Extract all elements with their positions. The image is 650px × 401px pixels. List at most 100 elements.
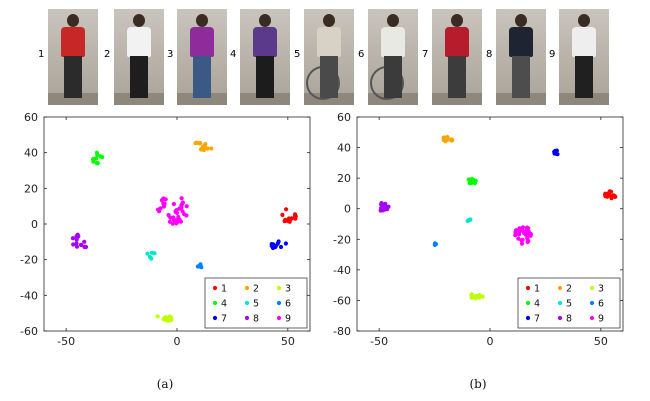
point-identity-7	[283, 241, 288, 246]
point-identity-1	[289, 216, 294, 221]
point-identity-9	[524, 225, 530, 230]
legend-label: 5	[253, 299, 259, 310]
point-identity-7	[269, 243, 274, 249]
identity-7: 7	[422, 9, 484, 105]
point-identity-1	[284, 207, 289, 212]
person-photo	[114, 9, 164, 105]
identity-2: 2	[104, 9, 166, 105]
point-identity-8	[71, 242, 76, 247]
point-identity-5	[147, 254, 153, 260]
point-identity-2	[449, 137, 454, 142]
legend-box	[517, 277, 621, 329]
y-tick-label: 60	[24, 111, 38, 124]
legend-label: 8	[253, 314, 259, 325]
legend-marker	[244, 285, 250, 291]
point-identity-1	[609, 196, 614, 201]
point-identity-9	[528, 233, 533, 238]
point-identity-1	[293, 216, 298, 221]
person-photo	[304, 9, 354, 105]
legend-label: 4	[221, 299, 227, 310]
identity-number: 3	[167, 49, 174, 60]
point-identity-9	[519, 241, 525, 246]
point-identity-2	[209, 146, 214, 151]
x-tick-label: 0	[487, 335, 494, 348]
person-photo	[48, 9, 98, 105]
point-identity-7	[278, 244, 284, 250]
point-identity-3	[167, 314, 172, 319]
legend: 1 2 3 4 5 6 7 8 9	[204, 277, 308, 329]
legend-label: 8	[566, 314, 572, 325]
person-photo	[240, 9, 290, 105]
person-photo	[368, 9, 418, 105]
x-tick-label: 50	[281, 335, 295, 348]
legend-marker	[589, 285, 595, 291]
legend-label: 9	[598, 314, 604, 325]
y-tick-label: -40	[333, 264, 351, 277]
point-identity-8	[74, 237, 79, 242]
y-tick-label: 60	[337, 111, 351, 124]
point-identity-1	[607, 189, 612, 194]
person-photo	[432, 9, 482, 105]
scatter-plot-b: -50 0 50 60 40 20 0 -20 -40 -60 -80 1 2 3 4 5 6 7 8 9 (b)	[333, 111, 624, 391]
point-identity-4	[94, 161, 99, 166]
point-clusters	[70, 140, 298, 323]
legend-marker	[557, 300, 563, 306]
legend-marker	[276, 285, 282, 291]
point-identity-9	[184, 204, 189, 209]
point-identity-7	[275, 241, 280, 246]
point-identity-8	[82, 244, 87, 249]
legend-marker	[557, 315, 563, 321]
x-tick-label: 50	[594, 335, 608, 348]
point-identity-9	[167, 219, 173, 224]
point-identity-9	[184, 213, 189, 218]
legend-label: 2	[253, 284, 259, 295]
point-identity-5	[468, 217, 473, 222]
y-tick-label: -60	[333, 294, 351, 307]
point-identity-8	[378, 208, 383, 213]
point-identity-6	[432, 241, 438, 246]
legend-marker	[589, 300, 595, 306]
legend-marker	[525, 300, 531, 306]
point-identity-3	[162, 315, 168, 320]
y-tick-label: 20	[337, 172, 351, 185]
point-identity-4	[467, 181, 472, 186]
point-identity-2	[197, 141, 202, 146]
identity-number: 4	[230, 49, 237, 60]
legend-label: 1	[221, 284, 227, 295]
point-identity-2	[198, 147, 204, 152]
point-identity-9	[525, 233, 530, 238]
legend-marker	[212, 285, 218, 291]
x-tick-label: -50	[370, 335, 388, 348]
point-identity-1	[613, 194, 618, 199]
identity-number: 8	[486, 49, 493, 60]
point-identity-1	[292, 212, 298, 217]
identity-1: 1	[38, 9, 100, 105]
identity-number: 6	[358, 49, 365, 60]
point-identity-9	[171, 201, 176, 207]
y-tick-label: -20	[333, 233, 351, 246]
person-photo	[559, 9, 609, 105]
point-identity-9	[166, 213, 171, 218]
point-identity-9	[522, 231, 527, 236]
identity-number: 9	[549, 49, 556, 60]
legend-label: 1	[534, 284, 540, 295]
point-identity-8	[74, 241, 79, 246]
subfigure-caption: (a)	[157, 377, 174, 391]
y-tick-label: -20	[20, 254, 38, 267]
legend-marker	[244, 315, 250, 321]
point-identity-9	[526, 239, 531, 244]
point-identity-4	[98, 154, 103, 159]
y-tick-label: -80	[333, 325, 351, 338]
y-tick-label: 0	[344, 203, 351, 216]
scatter-plot-a: -50 0 50 60 40 20 0 -20 -40 -60 1 2 3 4 5 6 7 8 9 (a)	[20, 111, 311, 391]
legend-marker	[276, 315, 282, 321]
legend-label: 6	[598, 299, 604, 310]
legend-label: 3	[285, 284, 291, 295]
point-identity-9	[161, 196, 166, 201]
point-identity-2	[441, 138, 446, 143]
legend: 1 2 3 4 5 6 7 8 9	[517, 277, 621, 329]
point-identity-9	[520, 225, 526, 230]
point-identity-2	[205, 146, 210, 151]
legend-marker	[276, 300, 282, 306]
